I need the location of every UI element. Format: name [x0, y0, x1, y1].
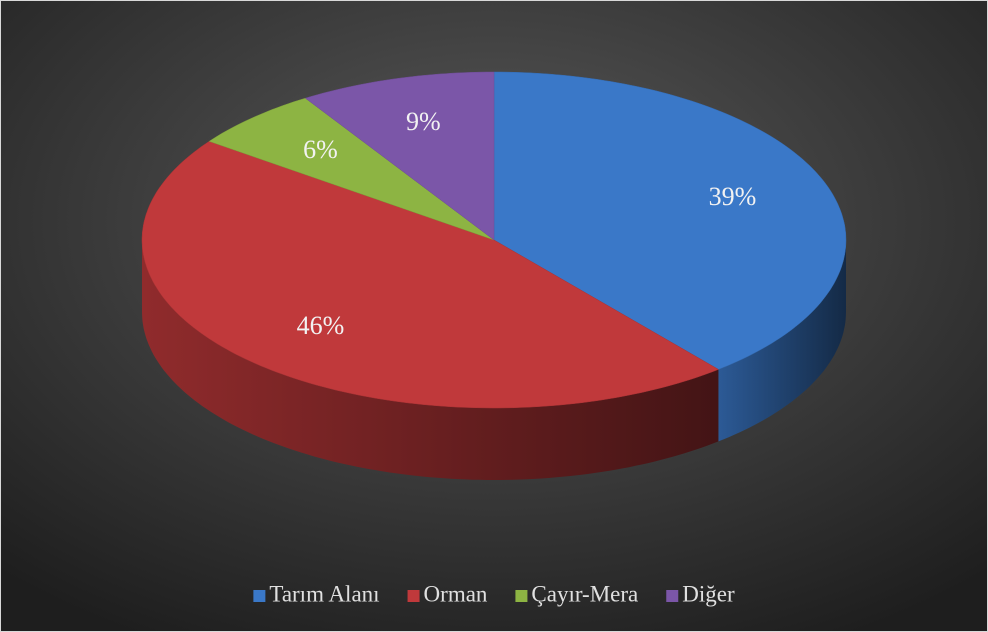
- legend-marker: [253, 590, 266, 602]
- slice-side: [142, 240, 719, 480]
- slice: [493, 71, 847, 370]
- legend-item: Diğer: [666, 581, 735, 606]
- legend-marker: [515, 590, 528, 602]
- legend-label: Orman: [424, 581, 488, 606]
- legend-marker: [666, 590, 679, 602]
- slice: [304, 71, 495, 241]
- legend-item: Çayır-Mera: [515, 581, 638, 606]
- legend-item: Orman: [407, 581, 488, 606]
- data-label: 9%: [406, 107, 441, 136]
- data-label: 39%: [709, 182, 757, 211]
- legend-item: Tarım Alanı: [253, 581, 380, 606]
- legend-marker: [407, 590, 420, 602]
- slice: [141, 141, 719, 409]
- legend-label: Diğer: [682, 581, 735, 606]
- data-label: 6%: [303, 135, 338, 164]
- data-label: 46%: [297, 311, 345, 340]
- slice: [208, 97, 495, 241]
- slice-side: [718, 240, 846, 442]
- legend-label: Çayır-Mera: [531, 581, 638, 606]
- legend-label: Tarım Alanı: [269, 581, 379, 606]
